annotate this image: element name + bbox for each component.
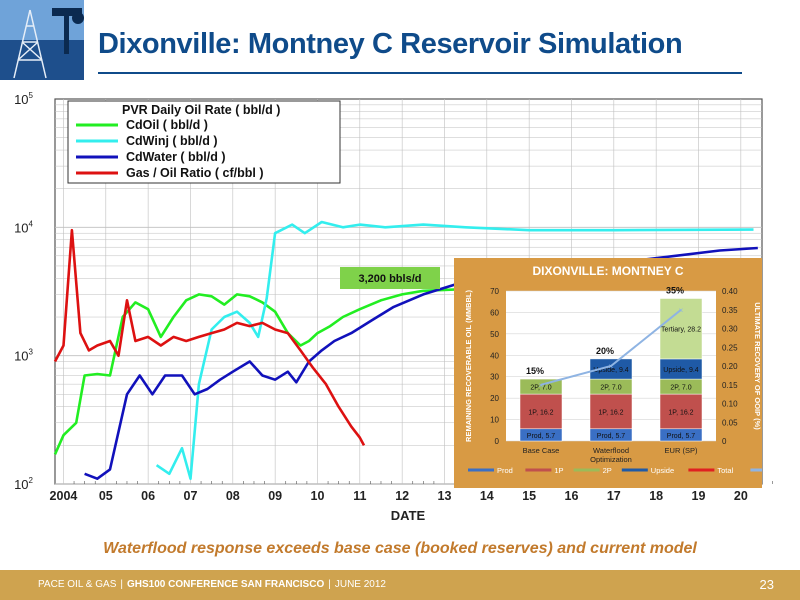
inset-y-axis-label: REMAINING RECOVERABLE OIL (MMBBL)	[464, 290, 473, 442]
pumpjack-logo	[0, 0, 84, 80]
x-tick-label: 10	[311, 489, 325, 503]
reserves-bar-chart: DIXONVILLE: MONTNEY C 0 10 20 30 40 50 60 70 0 0.0…	[454, 258, 762, 488]
ooip-rec-marker: ×	[609, 362, 614, 371]
bar-segment	[659, 298, 703, 360]
inset-y-tick: 0	[495, 437, 500, 446]
x-tick-label: 08	[226, 489, 240, 503]
x-tick-label: 2004	[50, 489, 78, 503]
chart-legend: PVR Daily Oil Rate ( bbl/d )CdOil ( bbl/…	[67, 100, 341, 184]
y-tick-label: 103	[14, 348, 33, 364]
footer-company: PACE OIL & GAS	[38, 579, 117, 590]
page-number: 23	[759, 577, 774, 592]
inset-legend-label: 2P	[603, 466, 612, 475]
footer-date: JUNE 2012	[334, 579, 386, 590]
pct-label: 15%	[526, 366, 544, 376]
inset-legend-label: Total	[717, 466, 733, 475]
bar-segment	[659, 393, 703, 430]
inset-legend-label: 1P	[554, 466, 563, 475]
bar-segment-label: Prod, 5.7	[667, 433, 696, 440]
slide-caption: Waterflood response exceeds base case (b…	[103, 540, 697, 557]
inset-category-label: Base Case	[523, 446, 560, 455]
callout-label: 3,200 bbls/d	[359, 273, 422, 285]
legend-label: CdWinj ( bbl/d )	[126, 134, 218, 148]
x-tick-label: 12	[395, 489, 409, 503]
callout-box	[340, 267, 440, 289]
footer-conference: GHS100 CONFERENCE SAN FRANCISCO	[126, 579, 325, 590]
inset-y2-tick: 0.10	[722, 400, 738, 409]
bar-segment-label: Prod, 5.7	[597, 433, 626, 440]
inset-y-tick: 70	[490, 287, 499, 296]
bar-segment-label: 1P, 16.2	[598, 409, 623, 416]
inset-y-tick: 60	[490, 308, 499, 317]
inset-y-tick: 30	[490, 373, 499, 382]
ooip-rec-marker: ×	[539, 381, 544, 390]
x-tick-label: 13	[438, 489, 452, 503]
bar-segment-label: Upside, 9.4	[593, 367, 629, 374]
bar-segment	[589, 393, 633, 430]
legend-title: PVR Daily Oil Rate ( bbl/d )	[122, 103, 280, 117]
x-tick-label: 14	[480, 489, 494, 503]
inset-category-label: Waterflood	[593, 446, 629, 455]
inset-y-tick: 20	[490, 394, 499, 403]
bar-segment-label: 2P, 7.0	[600, 385, 621, 392]
x-tick-label: 17	[607, 489, 621, 503]
page-title: Dixonville: Montney C Reservoir Simulati…	[98, 28, 683, 60]
x-tick-label: 11	[353, 489, 366, 503]
footer-bar: PACE OIL & GAS | GHS100 CONFERENCE SAN FRA…	[0, 570, 800, 600]
bar-segment	[589, 358, 633, 380]
bar-segment-label: 2P, 7.0	[670, 385, 691, 392]
bar-segment-label: 2P, 7.0	[530, 385, 551, 392]
series-line-2	[155, 220, 754, 480]
inset-y2-tick: 0.25	[722, 343, 738, 352]
series-line-3	[84, 246, 758, 480]
inset-y2-tick: 0	[722, 437, 727, 446]
x-tick-label: 06	[141, 489, 155, 503]
bar-segment-label: 1P, 16.2	[528, 409, 553, 416]
x-tick-label: 07	[184, 489, 198, 503]
y-tick-label: 104	[14, 219, 33, 235]
inset-legend-label: Upside	[651, 466, 674, 475]
inset-title: DIXONVILLE: MONTNEY C	[532, 264, 683, 278]
pct-label: 35%	[666, 286, 684, 296]
x-axis-label: DATE	[391, 508, 426, 523]
x-tick-label: 16	[565, 489, 579, 503]
inset-y-tick: 40	[490, 351, 499, 360]
ooip-rec-line	[540, 309, 682, 386]
x-tick-label: 19	[692, 489, 706, 503]
title-divider	[98, 72, 742, 74]
legend-label: Gas / Oil Ratio ( cf/bbl )	[126, 166, 264, 180]
series-line-4	[53, 228, 366, 447]
inset-y2-tick: 0.05	[722, 418, 738, 427]
inset-y2-tick: 0.15	[722, 381, 738, 390]
inset-y-tick: 50	[490, 330, 499, 339]
inset-y2-axis-label: ULTIMATE RECOVERY OF OOIP (%)	[753, 302, 762, 430]
series-line-1	[53, 287, 466, 455]
inset-y2-tick: 0.35	[722, 306, 738, 315]
inset-y2-tick: 0.30	[722, 325, 738, 334]
x-tick-label: 15	[522, 489, 536, 503]
inset-y2-tick: 0.40	[722, 287, 738, 296]
y-tick-label: 105	[14, 91, 33, 107]
inset-y2-tick: 0.20	[722, 362, 738, 371]
x-tick-label: 18	[649, 489, 663, 503]
x-tick-label: 05	[99, 489, 113, 503]
inset-category-label: EUR (SP)	[665, 446, 698, 455]
x-tick-label: 09	[268, 489, 282, 503]
bar-segment-label: Upside, 9.4	[663, 367, 699, 374]
ooip-rec-marker: ×	[679, 306, 684, 315]
bar-segment-label: Tertiary, 28.2	[661, 327, 701, 334]
footer-text: PACE OIL & GAS | GHS100 CONFERENCE SAN FRA…	[38, 579, 386, 590]
legend-label: CdWater ( bbl/d )	[126, 150, 226, 164]
inset-y-tick: 10	[490, 416, 499, 425]
x-tick-label: 20	[734, 489, 748, 503]
inset-legend-label: Prod	[497, 466, 513, 475]
bar-segment	[519, 393, 563, 430]
bar-segment-label: Prod, 5.7	[527, 433, 556, 440]
y-tick-label: 102	[14, 476, 33, 492]
legend-label: CdOil ( bbl/d )	[126, 118, 208, 132]
bar-segment-label: 1P, 16.2	[668, 409, 693, 416]
pct-label: 20%	[596, 346, 614, 356]
inset-category-sublabel: Optimization	[590, 455, 632, 464]
